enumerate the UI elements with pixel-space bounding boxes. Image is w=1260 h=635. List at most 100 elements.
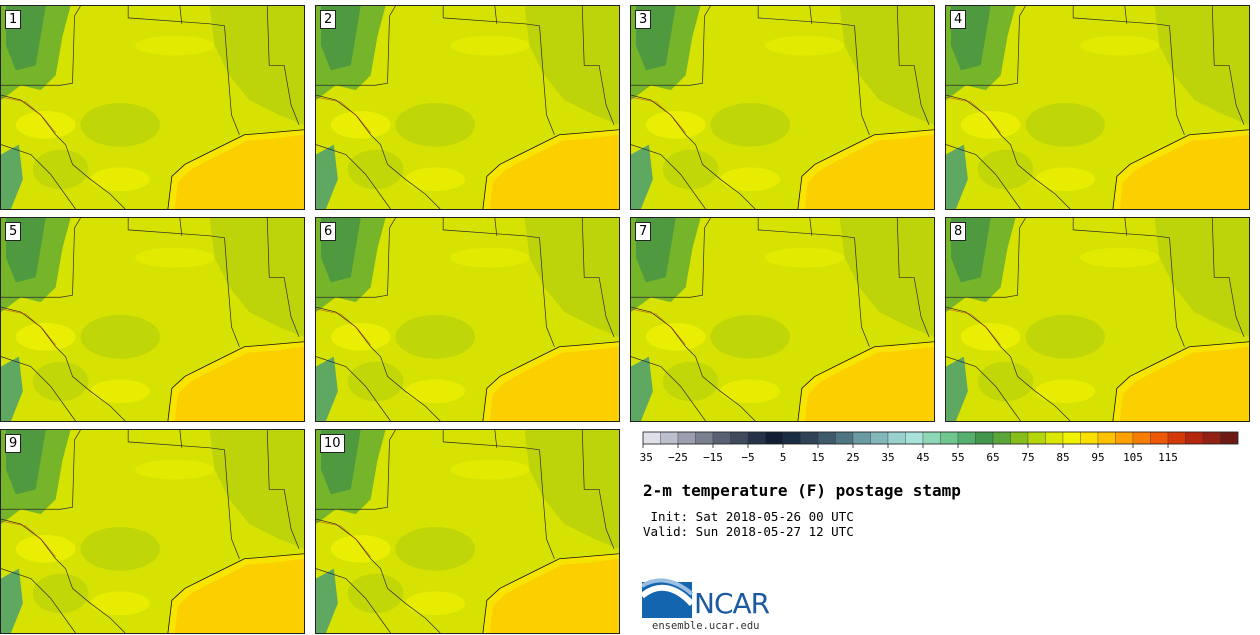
colorbar-tick-label: 45 — [916, 451, 929, 464]
temperature-map — [946, 218, 1249, 421]
warm-region — [645, 110, 706, 139]
warm-region — [1035, 167, 1096, 192]
cool-region — [662, 149, 719, 190]
state-borders — [946, 218, 1245, 421]
border-line — [704, 218, 711, 229]
border-line — [494, 430, 498, 448]
gulf-of-mexico — [489, 346, 619, 421]
cool-region — [395, 103, 475, 147]
chart-title: 2-m temperature (F) postage stamp — [643, 481, 961, 500]
border-line — [1, 306, 126, 421]
border-line — [127, 218, 228, 278]
valid-time: Valid: Sun 2018-05-27 12 UTC — [643, 524, 854, 539]
cool-region — [524, 430, 619, 549]
border-line — [74, 6, 81, 17]
cool-region — [1025, 315, 1105, 359]
border-line — [631, 144, 706, 209]
temperature-map — [1, 218, 304, 421]
state-borders — [946, 6, 1245, 209]
cool-region — [80, 103, 160, 147]
border-line — [1072, 6, 1173, 66]
border-line — [946, 227, 1020, 298]
rio-grande-line — [1, 96, 56, 133]
border-line — [1019, 6, 1026, 17]
rio-grande-line — [946, 96, 1001, 133]
colorbar-swatch — [1185, 431, 1204, 445]
colorbar-tick-label: 5 — [780, 451, 787, 464]
member-number-label: 10 — [320, 434, 345, 453]
warm-region — [90, 379, 151, 404]
border-line — [946, 15, 1020, 86]
member-map-panel: 3 — [630, 5, 935, 210]
border-line — [1, 356, 76, 421]
colorbar-swatch — [992, 431, 1011, 445]
cool-region — [1154, 218, 1249, 337]
cool-region — [32, 573, 89, 614]
cool-region — [1025, 103, 1105, 147]
rio-grande-line — [1, 520, 56, 557]
warm-region — [135, 459, 215, 480]
colorbar-swatch — [852, 431, 871, 445]
border-line — [1172, 277, 1185, 347]
temperature-map — [631, 6, 934, 209]
rio-grande-line — [316, 308, 371, 345]
border-line — [581, 218, 615, 337]
border-line — [542, 277, 555, 347]
coastline — [797, 129, 934, 209]
border-line — [227, 277, 240, 347]
member-number-label: 7 — [635, 222, 652, 241]
colorbar-tick-label: −5 — [741, 451, 754, 464]
colorbar-tick-label: 95 — [1091, 451, 1104, 464]
pacific-coast-region — [316, 356, 338, 421]
rio-grande-line — [316, 96, 371, 133]
border-line — [896, 6, 930, 125]
rio-grande-line — [316, 520, 371, 557]
colorbar-tick-label: 105 — [1123, 451, 1143, 464]
colorbar-swatch — [677, 431, 696, 445]
colorbar-swatch — [870, 431, 889, 445]
cool-region — [80, 527, 160, 571]
cool-region — [32, 149, 89, 190]
border-line — [1, 568, 76, 633]
colorbar-swatch — [660, 431, 679, 445]
cool-region — [524, 6, 619, 125]
colorbar-swatch — [782, 431, 801, 445]
rio-grande-line — [631, 96, 686, 133]
gulf-of-mexico — [804, 134, 934, 209]
gulf-of-mexico — [1119, 134, 1249, 209]
pacific-coast-region — [946, 144, 968, 209]
border-line — [389, 6, 396, 17]
border-line — [266, 6, 300, 125]
state-borders — [1, 6, 300, 209]
member-map-panel: 10 — [315, 429, 620, 634]
border-line — [179, 430, 183, 448]
warm-region — [90, 167, 151, 192]
gulf-of-mexico — [174, 558, 304, 633]
warm-region — [405, 591, 466, 616]
border-line — [127, 6, 228, 66]
member-map-panel: 6 — [315, 217, 620, 422]
warm-region — [765, 35, 845, 56]
border-line — [494, 6, 498, 24]
ncar-logo-text: NCAR — [694, 587, 770, 620]
member-number-label: 9 — [5, 434, 22, 453]
colorbar-frame — [642, 431, 1239, 445]
temperature-map — [316, 218, 619, 421]
border-line — [857, 277, 870, 347]
gulf-of-mexico — [489, 134, 619, 209]
cool-region — [347, 361, 404, 402]
temperature-map — [1, 6, 304, 209]
gulf-of-mexico — [1119, 346, 1249, 421]
pacific-coast-region — [631, 144, 653, 209]
cool-region — [524, 218, 619, 337]
temperature-map — [316, 6, 619, 209]
init-time: Init: Sat 2018-05-26 00 UTC — [643, 509, 854, 524]
colorbar-tick-label: 115 — [1158, 451, 1178, 464]
border-line — [74, 430, 81, 441]
border-line — [631, 306, 756, 421]
ncar-logo: NCAR ensemble.ucar.edu — [642, 578, 802, 632]
border-line — [316, 568, 391, 633]
warm-region — [960, 322, 1021, 351]
ncar-logo-icon — [642, 578, 694, 618]
member-number-label: 3 — [635, 10, 652, 29]
